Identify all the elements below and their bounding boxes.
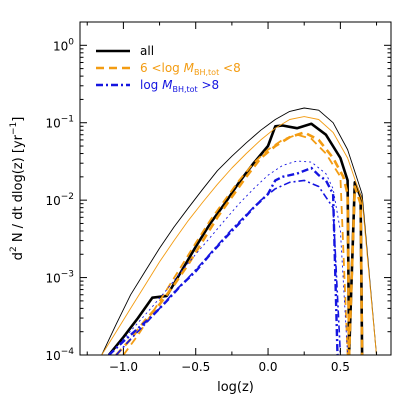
series-line-mid_thick2 (122, 133, 349, 355)
plot-frame (79, 21, 392, 356)
y-tick-label: 10−4 (45, 347, 74, 363)
series-layer (101, 107, 377, 355)
legend-label: log MBH,tot >8 (140, 78, 219, 94)
series-line-mid_thin (101, 116, 377, 355)
y-tick-label: 10−3 (45, 270, 74, 286)
ticks-layer: −1.0 −0.5 0.0 0.5 10−4 10−3 10−2 10−1 100 (45, 21, 391, 374)
y-tick-label: 100 (53, 37, 74, 53)
legend-label: 6 <log MBH,tot <8 (140, 61, 241, 77)
series-line-mid_thick (115, 131, 364, 355)
y-axis-label: d2 N / dt dlog(z) [yr−1] (9, 117, 26, 261)
y-tick-label: 10−1 (45, 115, 74, 131)
x-tick-label: −0.5 (181, 360, 210, 374)
x-axis-label: log(z) (217, 380, 254, 395)
y-tick-label: 10−2 (45, 192, 74, 208)
x-tick-label: −1.0 (109, 360, 138, 374)
legend-label: all (140, 44, 154, 58)
series-line-all_thin (101, 107, 377, 355)
series-line-high_thick2 (115, 179, 342, 355)
x-tick-label: 0.5 (331, 360, 350, 374)
series-line-high_thick (108, 166, 341, 355)
series-line-high_thin (108, 160, 349, 355)
x-tick-label: 0.0 (258, 360, 277, 374)
